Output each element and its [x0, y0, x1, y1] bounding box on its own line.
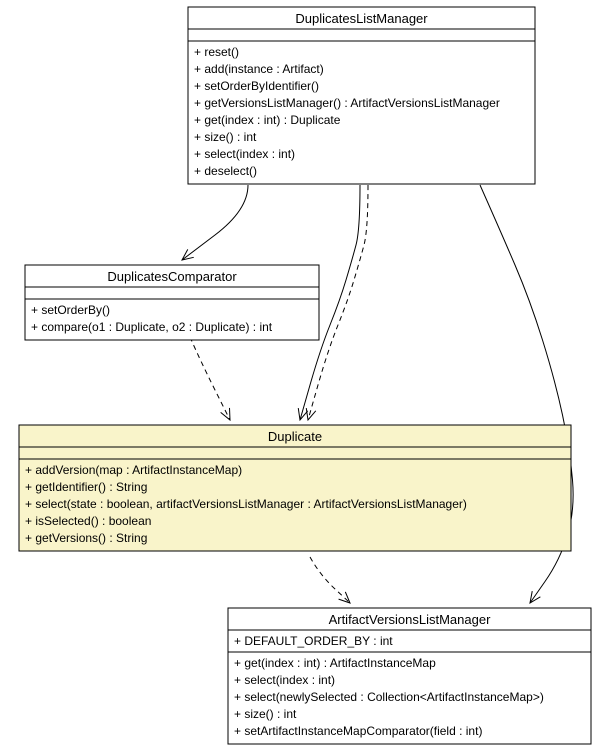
class-DuplicatesListManager: DuplicatesListManager + reset() + add(inst…: [188, 7, 535, 184]
svg-text:+ addVersion(map : ArtifactIns: + addVersion(map : ArtifactInstanceMap): [25, 463, 242, 477]
class-DuplicatesComparator: DuplicatesComparator + setOrderBy() + comp…: [25, 265, 319, 340]
svg-text:+ setArtifactInstanceMapCompar: + setArtifactInstanceMapComparator(field…: [234, 724, 482, 738]
svg-text:+ select(index : int): + select(index : int): [194, 147, 295, 161]
svg-text:+ setOrderBy(): + setOrderBy(): [31, 303, 110, 317]
svg-text:+ deselect(): + deselect(): [194, 164, 257, 178]
svg-text:+ getVersions() : String: + getVersions() : String: [25, 531, 147, 545]
svg-text:+ size() : int: + size() : int: [194, 130, 257, 144]
svg-text:+ get(index : int) : ArtifactI: + get(index : int) : ArtifactInstanceMap: [234, 656, 436, 670]
uml-diagram: DuplicatesListManager + reset() + add(inst…: [0, 0, 613, 752]
class-title: DuplicatesComparator: [107, 269, 237, 284]
svg-text:+ select(newlySelected : Colle: + select(newlySelected : Collection<Arti…: [234, 690, 544, 704]
class-title: ArtifactVersionsListManager: [329, 612, 492, 627]
svg-text:+ getIdentifier() : String: + getIdentifier() : String: [25, 480, 147, 494]
svg-text:+ size() : int: + size() : int: [234, 707, 297, 721]
class-ArtifactVersionsListManager: ArtifactVersionsListManager + DEFAULT_ORD…: [228, 608, 591, 744]
class-Duplicate: Duplicate + addVersion(map : ArtifactInst…: [19, 425, 571, 551]
svg-text:+ get(index : int) : Duplicate: + get(index : int) : Duplicate: [194, 113, 341, 127]
svg-text:+ setOrderByIdentifier(): + setOrderByIdentifier(): [194, 79, 319, 93]
svg-text:+ select(index : int): + select(index : int): [234, 673, 335, 687]
class-title: DuplicatesListManager: [295, 11, 428, 26]
class-title: Duplicate: [268, 429, 322, 444]
edge: [310, 557, 350, 603]
svg-text:+ add(instance : Artifact): + add(instance : Artifact): [194, 62, 324, 76]
svg-text:+ getVersionsListManager() : A: + getVersionsListManager() : ArtifactVer…: [194, 96, 500, 110]
svg-text:+ isSelected() : boolean: + isSelected() : boolean: [25, 514, 151, 528]
svg-text:+ select(state : boolean, arti: + select(state : boolean, artifactVersio…: [25, 497, 467, 511]
edge: [190, 337, 230, 420]
edge: [182, 185, 248, 260]
svg-text:+ compare(o1 : Duplicate, o2 :: + compare(o1 : Duplicate, o2 : Duplicate…: [31, 320, 273, 334]
svg-text:+ reset(): + reset(): [194, 45, 239, 59]
svg-text:+ DEFAULT_ORDER_BY : int: + DEFAULT_ORDER_BY : int: [234, 634, 393, 648]
